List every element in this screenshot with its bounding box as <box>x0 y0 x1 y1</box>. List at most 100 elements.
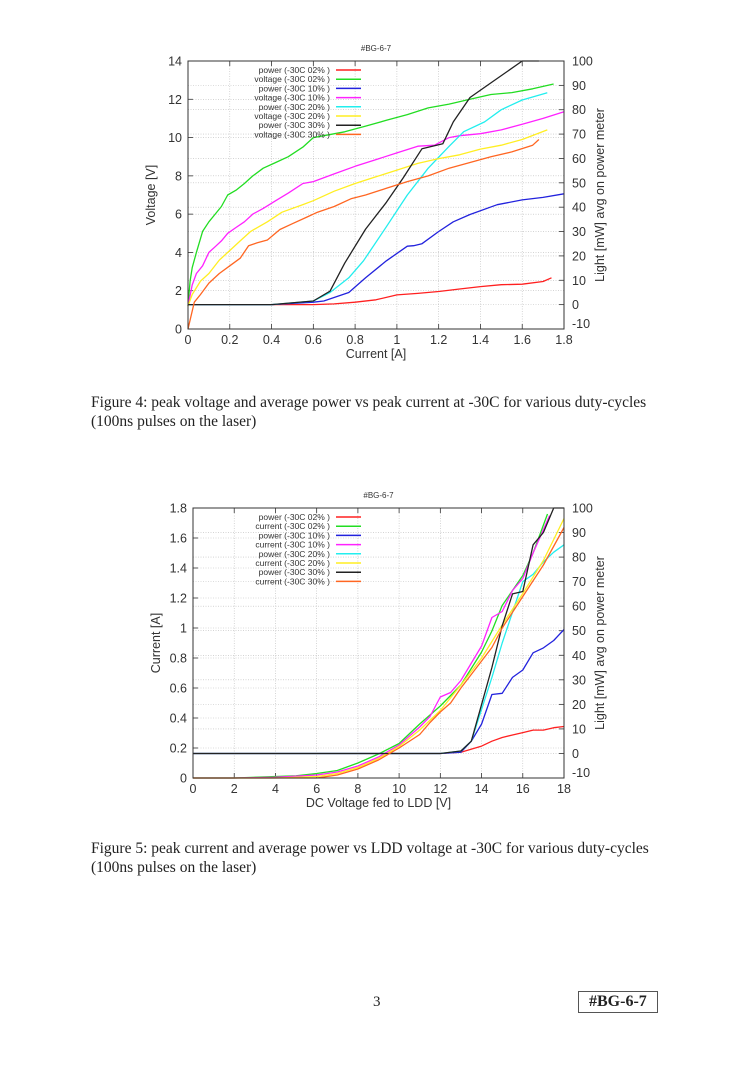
grid <box>187 60 565 330</box>
series-line-3 <box>193 515 551 779</box>
x-tick-label: 14 <box>475 782 489 796</box>
y2-tick-label: 80 <box>572 551 586 565</box>
y-tick-label: 1.2 <box>170 592 187 606</box>
y-tick-label: 14 <box>168 55 182 69</box>
legend-label: power (-30C 30% ) <box>259 567 331 577</box>
legend-label: voltage (-30C 20% ) <box>254 111 330 121</box>
y2-tick-label: 20 <box>572 698 586 712</box>
y-tick-label: 0 <box>175 323 182 337</box>
y2-tick-label: 30 <box>572 673 586 687</box>
y2-axis-label: Light [mW] avg on power meter <box>593 108 607 282</box>
y2-tick-label: 40 <box>572 649 586 663</box>
y2-tick-label: 50 <box>572 624 586 638</box>
y-tick-label: 0.2 <box>170 742 187 756</box>
y-axis-label: Current [A] <box>149 613 163 673</box>
series-line-3 <box>187 111 565 307</box>
series-line-6 <box>188 60 539 306</box>
y2-tick-label: 80 <box>572 103 586 117</box>
y-tick-label: 1.4 <box>170 562 187 576</box>
y2-tick-label: 20 <box>572 249 586 263</box>
y2-tick-label: 10 <box>572 274 586 288</box>
series-line-2 <box>188 193 565 306</box>
legend-label: power (-30C 10% ) <box>259 83 331 93</box>
x-tick-label: 18 <box>557 782 571 796</box>
y-tick-label: 12 <box>168 93 182 107</box>
document-id-badge: #BG-6-7 <box>578 991 658 1013</box>
chart-svg: #BG-6-7 0 0.2 0.4 0.6 0.8 1 1.2 1.4 1.6 1.8 0 2 4 6 8 10… <box>144 44 607 361</box>
series-line-6 <box>193 507 564 755</box>
series-line-4 <box>188 92 548 306</box>
series-line-5 <box>193 518 565 779</box>
x-tick-label: 16 <box>516 782 530 796</box>
plot-frame <box>187 60 565 330</box>
y2-tick-label: -10 <box>572 766 590 780</box>
y-tick-label: 6 <box>175 208 182 222</box>
x-tick-label: 1 <box>393 333 400 347</box>
series-group <box>187 60 565 330</box>
series-line-2 <box>193 629 565 755</box>
y2-tick-label: -10 <box>572 317 590 331</box>
legend-label: current (-30C 20% ) <box>255 558 330 568</box>
legend-label: voltage (-30C 30% ) <box>254 129 330 139</box>
x-tick-label: 8 <box>354 782 361 796</box>
y2-tick-label: 40 <box>572 201 586 215</box>
chart-title: #BG-6-7 <box>363 491 394 500</box>
legend-label: power (-30C 02% ) <box>259 512 331 522</box>
page-number: 3 <box>373 994 381 1010</box>
y-tick-label: 0.4 <box>170 712 187 726</box>
legend-label: voltage (-30C 10% ) <box>254 93 330 103</box>
legend-label: power (-30C 20% ) <box>259 102 331 112</box>
y2-axis-label: Light [mW] avg on power meter <box>593 556 607 730</box>
x-tick-label: 0 <box>185 333 192 347</box>
legend-label: power (-30C 10% ) <box>259 530 331 540</box>
legend: power (-30C 02% )current (-30C 02% )powe… <box>255 512 361 586</box>
x-tick-label: 10 <box>392 782 406 796</box>
x-tick-label: 2 <box>231 782 238 796</box>
y-tick-label: 0 <box>180 772 187 786</box>
y2-tick-label: 90 <box>572 526 586 540</box>
x-tick-label: 1.4 <box>472 333 489 347</box>
x-axis-label: Current [A] <box>346 347 406 361</box>
x-tick-label: 0.8 <box>346 333 363 347</box>
figure-4-chart: #BG-6-7 0 0.2 0.4 0.6 0.8 1 1.2 1.4 1.6 1.8 0 2 4 6 8 10… <box>0 0 754 370</box>
y-axis-label: Voltage [V] <box>144 165 158 225</box>
figure-4-caption: Figure 4: peak voltage and average power… <box>91 394 647 430</box>
y-tick-label: 8 <box>175 169 182 183</box>
y2-tick-label: 60 <box>572 600 586 614</box>
y2-tick-label: 100 <box>572 55 593 69</box>
series-line-1 <box>187 83 554 307</box>
x-tick-label: 4 <box>272 782 279 796</box>
figure-5-caption: Figure 5: peak current and average power… <box>91 840 649 876</box>
series-line-5 <box>187 129 548 307</box>
y2-tick-label: 0 <box>572 747 579 761</box>
x-axis-label: DC Voltage fed to LDD [V] <box>306 796 451 810</box>
x-tick-label: 12 <box>433 782 447 796</box>
x-tick-label: 6 <box>313 782 320 796</box>
chart-title: #BG-6-7 <box>361 44 392 53</box>
y-tick-label: 1.8 <box>170 502 187 516</box>
y2-tick-label: 60 <box>572 152 586 166</box>
legend: power (-30C 02% )voltage (-30C 02% )powe… <box>254 65 361 139</box>
series-line-1 <box>193 513 549 779</box>
y2-tick-label: 10 <box>572 722 586 736</box>
series-group <box>193 507 565 779</box>
legend-label: power (-30C 02% ) <box>259 65 331 75</box>
series-line-0 <box>188 277 552 306</box>
legend-label: voltage (-30C 02% ) <box>254 74 330 84</box>
y2-tick-label: 70 <box>572 128 586 142</box>
series-line-7 <box>193 527 565 779</box>
x-tick-label: 1.8 <box>555 333 572 347</box>
y2-tick-label: 70 <box>572 575 586 589</box>
plot-frame <box>192 507 565 779</box>
y-tick-label: 10 <box>168 131 182 145</box>
x-tick-label: 0 <box>190 782 197 796</box>
chart-svg: #BG-6-7 0 2 4 6 8 10 12 14 16 18 0 0.2 0.4 0.6 0.8 1 1.2 1… <box>149 491 607 810</box>
series-line-4 <box>193 544 565 755</box>
legend-label: current (-30C 30% ) <box>255 576 330 586</box>
legend-label: current (-30C 02% ) <box>255 521 330 531</box>
y-tick-label: 1.6 <box>170 532 187 546</box>
y-tick-label: 0.8 <box>170 652 187 666</box>
y2-tick-label: 90 <box>572 79 586 93</box>
x-tick-label: 0.2 <box>221 333 238 347</box>
y2-tick-label: 50 <box>572 176 586 190</box>
